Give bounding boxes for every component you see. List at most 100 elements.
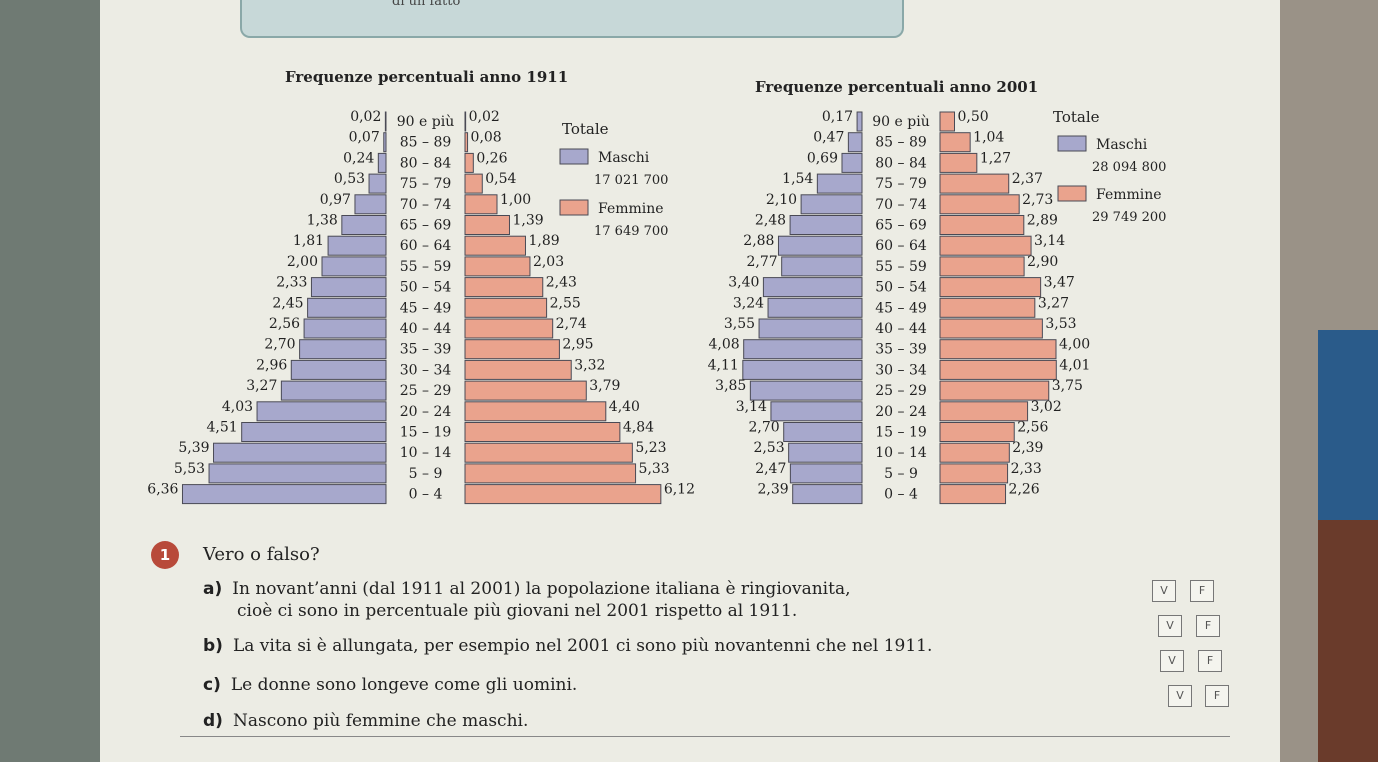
bar-female-1911-1 [464,132,469,153]
bar-male-1911-18 [181,484,387,505]
bar-male-1911-16 [213,442,387,463]
statement-c-true-box[interactable]: V [1160,650,1184,672]
statement-b-false-box[interactable]: F [1196,615,1220,637]
bar-male-2001-15 [783,422,863,442]
value-female-1911-2: 0,26 [476,150,507,166]
statement-d-true-box[interactable]: V [1168,685,1192,707]
age-label-1911-13: 25 – 29 [400,383,452,399]
bar-male-1911-4 [354,194,387,215]
bottom-rule [180,736,1230,737]
age-label-1911-14: 20 – 24 [400,404,452,420]
legend-male-label-1911: Maschi [598,150,650,166]
statement-c: c) Le donne sono longeve come gli uomini. [203,675,577,695]
statement-d-letter: d) [203,711,223,731]
legend-male-swatch-1911 [559,148,589,165]
value-male-2001-7: 2,77 [746,254,777,270]
bar-male-1911-5 [341,215,387,235]
bar-female-2001-7 [939,256,1025,277]
legend-title-2001: Totale [1053,108,1100,126]
value-female-1911-17: 5,33 [639,461,670,477]
value-male-2001-4: 2,10 [766,192,797,208]
value-female-2001-4: 2,73 [1022,192,1053,208]
statement-a-false-box[interactable]: F [1190,580,1214,602]
legend-female-swatch-1911 [559,199,589,216]
bar-female-1911-11 [464,339,560,360]
value-female-1911-1: 0,08 [471,130,502,146]
bar-female-1911-10 [464,318,554,339]
value-female-1911-16: 5,23 [635,440,666,456]
bar-male-1911-7 [321,256,387,277]
statement-c-false-box[interactable]: F [1198,650,1222,672]
bar-female-2001-12 [939,359,1057,380]
bar-female-2001-3 [939,173,1010,194]
value-male-2001-10: 3,55 [724,316,755,332]
value-male-1911-2: 0,24 [343,150,374,166]
bar-male-2001-11 [743,339,863,360]
value-male-1911-17: 5,53 [174,461,205,477]
bar-male-1911-6 [327,235,387,256]
age-label-1911-10: 40 – 44 [400,321,452,337]
value-male-1911-5: 1,38 [307,213,338,229]
value-female-1911-8: 2,43 [546,275,577,291]
age-label-2001-7: 55 – 59 [875,259,927,275]
value-female-2001-11: 4,00 [1059,337,1090,353]
statement-a-true-box[interactable]: V [1152,580,1176,602]
statement-b: b) La vita si è allungata, per esempio ne… [203,636,932,656]
value-male-1911-10: 2,56 [269,316,300,332]
legend-female-swatch-2001 [1057,185,1087,202]
value-female-1911-0: 0,02 [469,109,500,125]
value-female-1911-4: 1,00 [500,192,531,208]
bar-male-1911-14 [256,401,387,422]
value-female-2001-0: 0,50 [958,109,989,125]
value-female-1911-10: 2,74 [556,316,587,332]
bar-female-1911-9 [464,297,548,318]
value-female-1911-12: 3,32 [574,357,605,373]
value-female-2001-9: 3,27 [1038,295,1069,311]
legend-male-total-2001: 28 094 800 [1092,160,1166,175]
age-label-2001-10: 40 – 44 [875,321,927,337]
bar-female-2001-10 [939,318,1043,339]
value-male-1911-9: 2,45 [272,295,303,311]
value-female-2001-10: 3,53 [1045,316,1076,332]
value-male-1911-15: 4,51 [207,420,238,436]
bar-male-2001-4 [800,194,863,215]
value-male-1911-6: 1,81 [293,233,324,249]
value-female-1911-9: 2,55 [550,295,581,311]
legend-title-1911: Totale [562,120,609,138]
age-label-2001-5: 65 – 69 [875,218,927,234]
statement-d-line1: Nascono più femmine che maschi. [232,711,529,731]
header-label: di un fatto [392,0,461,9]
value-male-2001-9: 3,24 [733,295,764,311]
value-male-1911-11: 2,70 [264,337,295,353]
age-label-2001-0: 90 e più [872,114,929,130]
statement-b-true-box[interactable]: V [1158,615,1182,637]
age-label-1911-12: 30 – 34 [400,362,452,378]
age-label-2001-2: 80 – 84 [875,155,927,171]
bar-male-1911-8 [310,277,387,298]
bar-female-1911-8 [464,277,544,298]
value-female-1911-7: 2,03 [533,254,564,270]
legend-female-label-2001: Femmine [1096,187,1162,203]
statement-c-letter: c) [203,675,221,695]
bar-female-1911-2 [464,152,474,173]
statement-a-cont: cioè ci sono in percentuale più giovani … [237,601,797,621]
bar-female-1911-12 [464,359,572,380]
statement-d-false-box[interactable]: F [1205,685,1229,707]
bar-male-2001-13 [749,380,863,401]
age-label-2001-4: 70 – 74 [875,197,927,213]
bar-female-1911-18 [464,484,662,505]
bar-female-2001-17 [939,463,1009,484]
bar-male-2001-16 [788,442,863,463]
age-label-1911-4: 70 – 74 [400,197,452,213]
bar-male-2001-7 [781,256,863,277]
exercise-heading: Vero o falso? [203,544,320,565]
value-female-2001-13: 3,75 [1052,378,1083,394]
chart-title-1911: Frequenze percentuali anno 1911 [285,68,569,86]
age-label-2001-13: 25 – 29 [875,383,927,399]
age-label-2001-1: 85 – 89 [875,135,927,151]
bar-female-1911-13 [464,380,587,401]
value-female-2001-7: 2,90 [1027,254,1058,270]
age-label-2001-12: 30 – 34 [875,362,927,378]
value-male-1911-7: 2,00 [287,254,318,270]
statement-a-line1: In novant’anni (dal 1911 al 2001) la pop… [232,579,851,599]
